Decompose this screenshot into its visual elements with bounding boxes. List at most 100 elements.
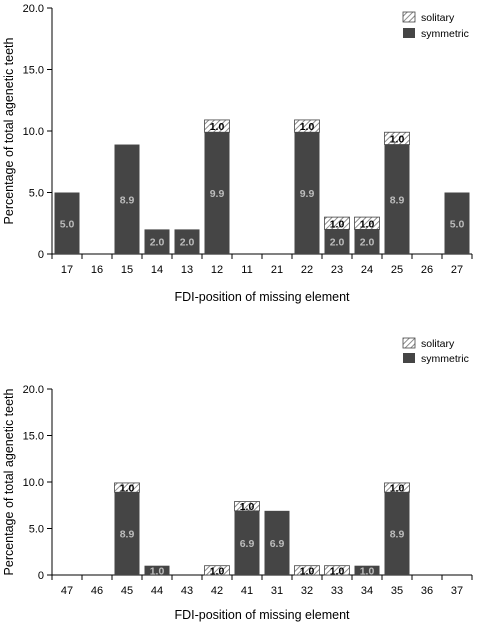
x-tick-label: 25: [391, 264, 403, 276]
bar-symmetric-45: [114, 492, 140, 575]
bar-symmetric-27: [444, 192, 470, 254]
x-tick-label: 34: [361, 585, 373, 597]
data-label-solitary-12: 1.0: [210, 121, 225, 133]
data-label-solitary-25: 1.0: [390, 133, 405, 145]
x-tick-label: 43: [181, 585, 193, 597]
x-tick-label: 12: [211, 264, 223, 276]
x-tick-label: 22: [301, 264, 313, 276]
bar-symmetric-34: [354, 565, 380, 575]
bar-solitary-32: [294, 565, 320, 576]
legend-label-symmetric: symmetric: [421, 353, 469, 365]
data-label-symmetric-14: 2.0: [150, 237, 165, 249]
y-tick-label: 20.0: [23, 384, 44, 396]
data-label-solitary-33: 1.0: [330, 565, 345, 577]
x-tick-label: 13: [181, 264, 193, 276]
bar-symmetric-15: [114, 144, 140, 254]
bar-symmetric-25: [384, 144, 410, 254]
x-axis-title: FDI-position of missing element: [174, 290, 350, 304]
x-tick-label: 21: [271, 264, 283, 276]
x-tick-label: 27: [451, 264, 463, 276]
y-tick-label: 5.0: [29, 524, 44, 536]
legend-label-solitary: solitary: [421, 338, 455, 350]
x-tick-label: 16: [91, 264, 103, 276]
bar-symmetric-31: [264, 510, 290, 575]
y-tick-label: 20.0: [23, 3, 44, 15]
data-label-solitary-42: 1.0: [210, 565, 225, 577]
data-label-symmetric-17: 5.0: [60, 218, 75, 230]
bar-solitary-42: [204, 565, 230, 576]
data-label-solitary-41: 1.0: [240, 501, 255, 513]
x-tick-label: 32: [301, 585, 313, 597]
legend-swatch-solitary: [402, 11, 416, 23]
chart-1: 0 5.0 10.0 15.0 20.0 17 5.0 16 15 8.9 14 2.0 13 2.0 12…: [2, 3, 473, 304]
x-tick-label: 23: [331, 264, 343, 276]
legend-swatch-symmetric: [403, 28, 415, 38]
data-label-solitary-45: 1.0: [120, 483, 135, 495]
data-label-symmetric-31: 6.9: [270, 538, 285, 550]
data-label-solitary-23: 1.0: [330, 218, 345, 230]
data-label-symmetric-24: 2.0: [360, 237, 375, 249]
x-tick-label: 46: [91, 585, 103, 597]
bar-solitary-12: [204, 119, 230, 133]
bar-symmetric-35: [384, 492, 410, 575]
x-tick-label: 14: [151, 264, 163, 276]
data-label-solitary-24: 1.0: [360, 218, 375, 230]
bar-symmetric-14: [144, 229, 170, 254]
data-label-symmetric-35: 8.9: [390, 529, 405, 541]
data-label-solitary-22: 1.0: [300, 121, 315, 133]
x-tick-label: 37: [451, 585, 463, 597]
x-axis-title: FDI-position of missing element: [174, 608, 350, 622]
legend: solitary symmetric: [402, 11, 469, 40]
y-tick-label: 0: [38, 249, 44, 261]
bar-symmetric-44: [144, 565, 170, 575]
bar-symmetric-23: [324, 229, 350, 254]
chart-2: 0 5.0 10.0 15.0 20.0 47 46 45 8.9 1.0 44 1.0 43 42 1.0…: [2, 337, 473, 622]
x-tick-label: 33: [331, 585, 343, 597]
bar-solitary-24: [354, 216, 380, 230]
legend: solitary symmetric: [402, 337, 469, 365]
x-tick-label: 36: [421, 585, 433, 597]
data-label-symmetric-12: 9.9: [210, 188, 225, 200]
x-tick-label: 26: [421, 264, 433, 276]
bar-solitary-22: [294, 119, 320, 133]
x-tick-label: 31: [271, 585, 283, 597]
bar-symmetric-24: [354, 229, 380, 254]
bar-symmetric-41: [234, 510, 260, 575]
bar-solitary-35: [384, 482, 410, 493]
x-tick-label: 11: [241, 264, 252, 276]
bar-solitary-25: [384, 131, 410, 145]
legend-swatch-solitary: [402, 337, 416, 349]
y-axis-title: Percentage of total agenetic teeth: [2, 388, 16, 575]
x-tick-label: 42: [211, 585, 223, 597]
bar-solitary-41: [234, 501, 260, 512]
data-label-symmetric-25: 8.9: [390, 194, 405, 206]
y-tick-label: 10.0: [23, 477, 44, 489]
data-label-symmetric-22: 9.9: [300, 188, 315, 200]
bar-solitary-33: [324, 565, 350, 576]
bar-solitary-23: [324, 216, 350, 230]
x-tick-label: 47: [61, 585, 73, 597]
data-label-symmetric-34: 1.0: [360, 565, 375, 577]
bar-symmetric-12: [204, 132, 230, 254]
data-label-solitary-35: 1.0: [390, 483, 405, 495]
y-tick-label: 5.0: [29, 188, 44, 200]
x-tick-label: 45: [121, 585, 133, 597]
x-tick-label: 35: [391, 585, 403, 597]
legend-swatch-symmetric: [403, 353, 415, 363]
x-tick-label: 17: [61, 264, 73, 276]
data-label-symmetric-23: 2.0: [330, 237, 345, 249]
data-label-symmetric-13: 2.0: [180, 237, 195, 249]
bar-symmetric-22: [294, 132, 320, 254]
y-tick-label: 10.0: [23, 126, 44, 138]
data-label-symmetric-15: 8.9: [120, 194, 135, 206]
x-tick-label: 24: [361, 264, 373, 276]
data-label-symmetric-41: 6.9: [240, 538, 255, 550]
y-tick-label: 15.0: [23, 65, 44, 77]
bar-symmetric-13: [174, 229, 200, 254]
data-label-symmetric-44: 1.0: [150, 565, 165, 577]
legend-label-symmetric: symmetric: [421, 28, 469, 40]
data-label-symmetric-27: 5.0: [450, 218, 465, 230]
bar-solitary-45: [114, 482, 140, 493]
data-label-symmetric-45: 8.9: [120, 529, 135, 541]
